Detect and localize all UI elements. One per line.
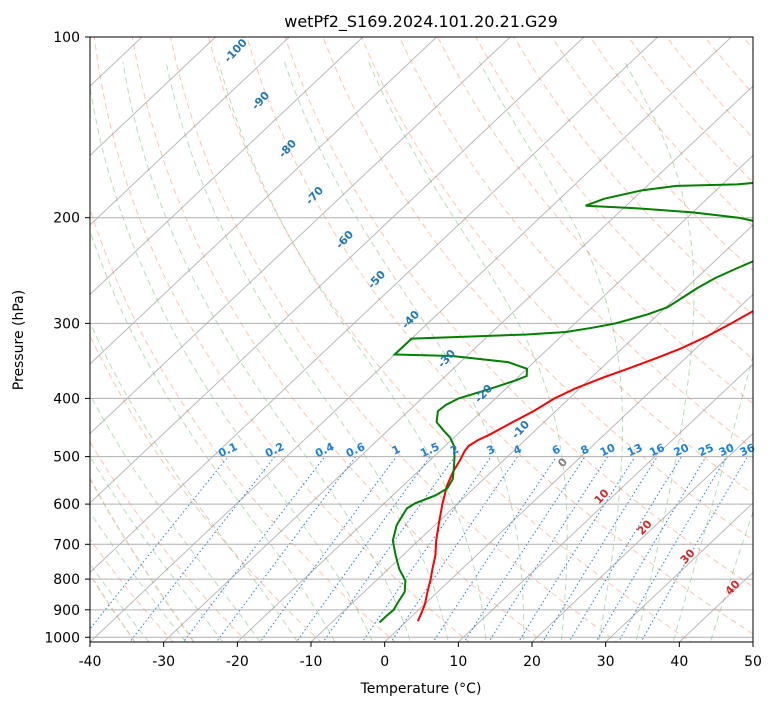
dry-adiabat bbox=[170, 37, 619, 642]
y-tick-label: 1000 bbox=[44, 630, 80, 646]
isotherm bbox=[90, 37, 659, 574]
y-tick-label: 100 bbox=[53, 30, 80, 46]
moist-adiabat bbox=[218, 61, 487, 642]
moist-adiabat bbox=[122, 61, 412, 642]
isotherm bbox=[90, 37, 732, 642]
dry-adiabat bbox=[246, 37, 753, 635]
moist-adiabat bbox=[90, 563, 150, 642]
x-tick-label: 0 bbox=[380, 654, 389, 670]
isotherm bbox=[90, 37, 511, 435]
isotherm bbox=[310, 224, 753, 642]
isotherm bbox=[236, 154, 753, 642]
isotherm bbox=[531, 432, 753, 642]
reference-lines bbox=[90, 37, 753, 642]
mixing-ratio-line bbox=[322, 456, 456, 642]
x-axis-title: Temperature (°C) bbox=[360, 681, 482, 697]
mixing-ratio-line bbox=[617, 456, 728, 642]
mixing-ratio-line bbox=[488, 456, 609, 642]
plot-frame bbox=[89, 36, 754, 643]
mixing-ratio-line bbox=[541, 456, 658, 642]
x-tick-label: 40 bbox=[670, 654, 688, 670]
sounding-traces bbox=[378, 181, 753, 624]
moist-adiabat bbox=[90, 511, 187, 642]
y-tick-label: 800 bbox=[53, 572, 80, 588]
y-tick-label: 700 bbox=[53, 537, 80, 553]
x-tick-label: 20 bbox=[523, 654, 541, 670]
x-tick-label: 30 bbox=[597, 654, 615, 670]
isotherm bbox=[90, 37, 364, 296]
mixing-ratio-line bbox=[129, 456, 276, 642]
y-tick-label: 400 bbox=[53, 391, 80, 407]
dewpoint-trace bbox=[378, 181, 753, 624]
moist-adiabat bbox=[165, 61, 449, 642]
mixing-ratio-label: 16 bbox=[647, 441, 667, 459]
mixing-ratio-line bbox=[517, 456, 636, 642]
x-tick-label: -40 bbox=[79, 654, 102, 670]
mixing-ratio-label: 30 bbox=[717, 441, 737, 459]
mixing-ratio-line bbox=[432, 456, 557, 642]
mixing-ratio-label: 10 bbox=[598, 441, 618, 459]
mixing-ratio-line bbox=[259, 456, 397, 642]
x-tick-label: 50 bbox=[744, 654, 762, 670]
moist-adiabat bbox=[90, 83, 374, 642]
dry-adiabat bbox=[360, 37, 753, 495]
mixing-ratio-line bbox=[361, 456, 492, 642]
mixing-ratio-label: 13 bbox=[625, 441, 644, 459]
chart-title: wetPf2_S169.2024.101.20.21.G29 bbox=[284, 12, 558, 32]
moist-adiabat bbox=[90, 393, 261, 642]
y-tick-label: 600 bbox=[53, 497, 80, 513]
isotherm bbox=[90, 37, 585, 504]
axes: -40 -30 -20 -10 0 10 20 30 40 50 100 200 300 400 500 60… bbox=[44, 30, 762, 670]
mixing-ratio-label: 36 bbox=[738, 441, 758, 459]
moist-adiabat bbox=[90, 229, 336, 642]
isotherm bbox=[90, 37, 438, 365]
dry-adiabat bbox=[322, 37, 753, 541]
mixing-ratio-label: 20 bbox=[672, 441, 692, 459]
mixing-ratio-line bbox=[90, 456, 229, 630]
pressure-gridlines bbox=[90, 37, 753, 638]
mixing-ratio-label: 25 bbox=[696, 441, 715, 459]
moist-adiabat bbox=[90, 320, 299, 642]
dry-adiabat bbox=[284, 37, 753, 588]
y-axis-title: Pressure (hPa) bbox=[11, 290, 27, 390]
isotherm bbox=[90, 37, 290, 226]
mixing-ratio-line bbox=[463, 456, 586, 642]
moist-adiabat bbox=[478, 61, 623, 642]
y-tick-label: 900 bbox=[53, 603, 80, 619]
isotherm bbox=[90, 37, 217, 157]
moist-adiabat bbox=[368, 61, 568, 642]
moist-adiabat bbox=[90, 455, 224, 642]
saturation-curve bbox=[90, 476, 195, 642]
moist-adiabat bbox=[672, 353, 753, 642]
moist-adiabat bbox=[709, 510, 753, 642]
isotherm bbox=[457, 363, 753, 642]
y-tick-label: 300 bbox=[53, 316, 80, 332]
mixing-ratio-line bbox=[390, 456, 519, 642]
x-tick-label: -30 bbox=[152, 654, 175, 670]
temperature-trace bbox=[416, 309, 753, 622]
y-tick-label: 200 bbox=[53, 211, 80, 227]
y-tick-label: 500 bbox=[53, 450, 80, 466]
moist-adiabat bbox=[283, 61, 525, 642]
mixing-ratio-line bbox=[568, 456, 682, 642]
isotherm bbox=[604, 502, 753, 642]
x-tick-label: 10 bbox=[449, 654, 467, 670]
x-tick-label: -10 bbox=[300, 654, 323, 670]
x-tick-label: -20 bbox=[226, 654, 249, 670]
mixing-ratio-line bbox=[295, 456, 431, 642]
moist-adiabat bbox=[624, 61, 695, 642]
dry-adiabat bbox=[90, 440, 248, 642]
dry-adiabat bbox=[93, 37, 471, 642]
